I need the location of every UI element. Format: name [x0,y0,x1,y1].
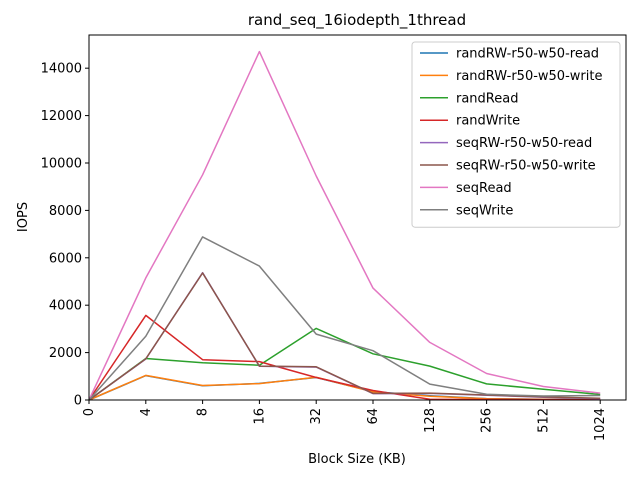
legend-label: randRW-r50-w50-read [456,47,599,62]
legend-label: randRead [456,91,518,106]
x-tick-label: 256 [480,408,495,433]
legend-label: randWrite [456,114,520,129]
chart-title: rand_seq_16iodepth_1thread [248,11,466,30]
x-tick-label: 64 [366,408,381,425]
series-line-seqRead [88,50,601,401]
series-lines [88,50,601,401]
y-tick-label: 10000 [41,156,82,171]
x-axis-label: Block Size (KB) [308,452,406,467]
y-tick-label: 8000 [49,204,82,219]
legend: randRW-r50-w50-read randRW-r50-w50-write r… [411,41,621,228]
series-line-randRead [88,327,601,401]
y-tick-label: 0 [74,394,82,409]
y-tick-label: 4000 [49,299,82,314]
x-tick-label: 512 [536,408,551,433]
axes-frame [88,34,627,401]
series-line-seqRW-r50-w50-write [88,272,601,401]
legend-label: seqRead [456,181,512,196]
legend-label: seqRW-r50-w50-write [456,159,596,174]
series-line-seqWrite [88,236,601,401]
x-tick-label: 8 [196,408,211,416]
x-axis-ticks: 0 4 8 16 32 64 128 256 512 1024 [82,400,608,441]
legend-label: randRW-r50-w50-write [456,69,602,84]
y-tick-label: 2000 [49,346,82,361]
y-axis-label: IOPS [16,202,31,232]
legend-label: seqRW-r50-w50-read [456,136,592,151]
x-tick-label: 16 [252,408,267,425]
legend-label: seqWrite [456,203,513,218]
x-tick-label: 1024 [593,408,608,441]
x-tick-label: 4 [139,408,154,416]
x-tick-label: 128 [423,408,438,433]
y-tick-label: 12000 [41,109,82,124]
y-axis-ticks: 0 2000 4000 6000 8000 10000 12000 14000 [41,62,89,409]
y-tick-label: 14000 [41,62,82,77]
legend-box [411,41,621,228]
x-tick-label: 32 [309,408,324,425]
x-tick-label: 0 [82,408,97,416]
y-tick-label: 6000 [49,251,82,266]
